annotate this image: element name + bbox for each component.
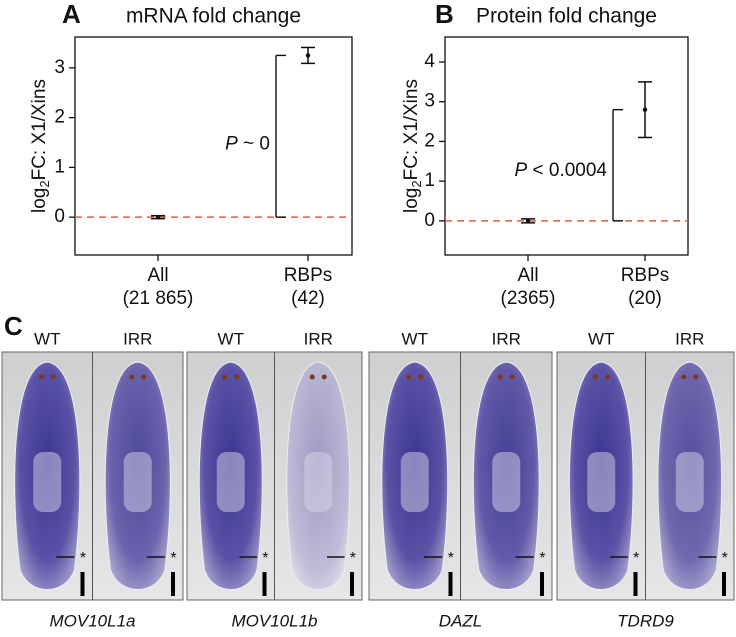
eye	[38, 374, 44, 380]
pharynx	[587, 452, 616, 512]
y-tick-label: 3	[54, 57, 65, 78]
p-value-annotation: P ~ 0	[225, 133, 270, 154]
eye	[50, 374, 56, 380]
eye	[234, 374, 240, 380]
mean-point	[642, 107, 648, 112]
asterisk-marker: *	[170, 550, 176, 567]
pharynx	[492, 452, 521, 512]
asterisk-marker: *	[539, 550, 545, 567]
x-tick-label: RBPs	[621, 265, 670, 286]
y-label-rest: FC: X1/Xins	[29, 79, 50, 180]
asterisk-marker: *	[633, 550, 639, 567]
eye	[693, 374, 699, 380]
condition-label: IRR	[675, 329, 704, 348]
p-text: ~ 0	[238, 133, 270, 154]
condition-label: IRR	[492, 329, 521, 348]
gene-label: MOV10L1b	[232, 611, 318, 630]
pharynx	[33, 452, 62, 512]
asterisk-marker: *	[722, 550, 728, 567]
eye	[592, 374, 598, 380]
eye	[681, 374, 687, 380]
panel-label: A	[62, 0, 81, 29]
y-label-base: log	[401, 188, 422, 213]
y-tick-label: 2	[424, 130, 435, 151]
gene-label: DAZL	[439, 611, 482, 630]
gene-label: TDRD9	[617, 611, 674, 630]
y-label-base: log	[29, 188, 50, 213]
eye	[222, 374, 228, 380]
y-label-sub: 2	[409, 180, 424, 187]
y-tick-label: 3	[424, 91, 435, 112]
chart-title: mRNA fold change	[126, 5, 301, 28]
eye	[321, 374, 327, 380]
mean-point	[525, 218, 531, 224]
y-tick-label: 2	[54, 107, 65, 128]
pharynx	[304, 452, 333, 512]
asterisk-marker: *	[80, 550, 86, 567]
condition-label: WT	[588, 329, 614, 348]
eye	[509, 374, 515, 380]
asterisk-marker: *	[350, 550, 356, 567]
pharynx	[123, 452, 152, 512]
y-tick-label: 0	[54, 206, 65, 227]
category-count: (2365)	[501, 288, 556, 309]
significance-bracket	[612, 108, 623, 222]
p-value-annotation: P < 0.0004	[515, 160, 608, 181]
p-text: < 0.0004	[527, 160, 607, 181]
condition-label: WT	[34, 329, 60, 348]
x-tick-label: All	[517, 265, 538, 286]
pharynx	[675, 452, 704, 512]
category-count: (42)	[291, 288, 325, 309]
eye	[406, 374, 412, 380]
mean-point	[305, 53, 311, 58]
eye	[497, 374, 503, 380]
plot-frame	[444, 36, 689, 256]
p-symbol: P	[515, 160, 528, 181]
condition-label: WT	[218, 329, 244, 348]
y-tick-label: 1	[424, 170, 435, 191]
eye	[604, 374, 610, 380]
condition-label: WT	[402, 329, 428, 348]
pharynx	[400, 452, 429, 512]
gene-label: MOV10L1a	[50, 611, 136, 630]
x-tick-label: RBPs	[284, 265, 333, 286]
y-label-rest: FC: X1/Xins	[401, 79, 422, 180]
eye	[418, 374, 424, 380]
significance-bracket	[275, 54, 286, 218]
category-count: (21 865)	[123, 288, 194, 309]
asterisk-marker: *	[448, 550, 454, 567]
eye	[141, 374, 147, 380]
p-symbol: P	[225, 133, 238, 154]
y-tick-label: 4	[424, 51, 435, 72]
panel-label: C	[4, 311, 23, 341]
pharynx	[216, 452, 245, 512]
category-count: (20)	[628, 288, 662, 309]
y-tick-label: 1	[54, 156, 65, 177]
plot-frame	[74, 36, 353, 256]
eye	[309, 374, 315, 380]
eye	[129, 374, 135, 380]
condition-label: IRR	[304, 329, 333, 348]
mean-point	[155, 214, 161, 220]
y-label-sub: 2	[37, 180, 52, 187]
condition-label: IRR	[123, 329, 152, 348]
panel-label: B	[435, 0, 454, 29]
y-axis-label: log2FC: X1/Xins	[29, 79, 52, 213]
y-axis-label: log2FC: X1/Xins	[401, 79, 424, 213]
y-tick-label: 0	[424, 210, 435, 231]
chart-title: Protein fold change	[476, 5, 657, 28]
asterisk-marker: *	[262, 550, 268, 567]
x-tick-label: All	[147, 265, 168, 286]
